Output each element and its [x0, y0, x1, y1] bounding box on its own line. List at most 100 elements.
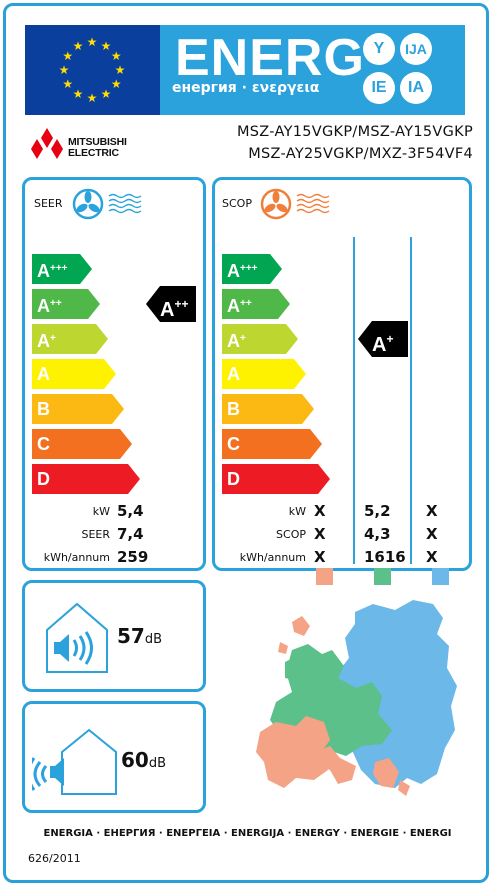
cooling-class-label: A++: [37, 289, 62, 321]
cooling-row-label: SEER: [81, 528, 110, 541]
eu-star-icon: ★: [73, 39, 84, 53]
heating-rating-label: A+: [372, 321, 393, 363]
cooling-class-plus: +: [50, 333, 56, 344]
zone-divider-1: [353, 237, 355, 564]
eu-star-icon: ★: [62, 77, 73, 91]
outdoor-unit-speaker-icon: [32, 728, 117, 795]
heating-row-value: X: [314, 548, 326, 566]
cooling-class-label: A+++: [37, 254, 68, 286]
heating-class-letter: D: [227, 469, 240, 489]
heating-row-value: 5,2: [364, 502, 391, 520]
eu-star-icon: ★: [101, 87, 112, 101]
brand-name: MITSUBISHI ELECTRIC: [68, 137, 127, 159]
eu-stars-icon: ★ ★★★★★★★★★★★: [59, 35, 126, 105]
heating-class-label: B: [227, 394, 240, 424]
heating-class-arrow: [222, 359, 306, 389]
heating-row-value: 1616: [364, 548, 406, 566]
heating-class-label: A+++: [227, 254, 258, 286]
brand-name-line2: ELECTRIC: [68, 147, 119, 159]
energy-label-frame: [3, 3, 489, 883]
cooling-class-letter: A: [37, 296, 50, 316]
heating-class-plus: ++: [240, 298, 252, 309]
cooling-fan-icon: [72, 188, 142, 220]
heating-class-letter: A: [227, 261, 240, 281]
cooling-class-plus: +++: [50, 263, 68, 274]
cooling-row-value: 7,4: [117, 525, 144, 543]
cooling-rating-arrow: [146, 286, 196, 322]
outdoor-db-unit: dB: [148, 756, 167, 771]
cooling-class-arrow: [32, 394, 124, 424]
cooling-class-arrow: [32, 254, 92, 284]
cooling-class-label: B: [37, 394, 50, 424]
cooling-class-arrow: [32, 464, 140, 494]
energy-title: ENERG: [175, 29, 365, 87]
eu-star-icon: ★: [115, 63, 126, 77]
footer-languages: ENERGIA · ЕНЕРГИЯ · ΕΝΕΡΓΕΙΑ · ENERGIJA …: [43, 828, 452, 839]
heating-class-arrow: [222, 289, 290, 319]
energy-subtitle: енергия · ενεργεια: [172, 80, 320, 96]
cooling-class-plus: ++: [50, 298, 62, 309]
cooling-panel: [22, 177, 206, 571]
indoor-db-number: 57: [117, 624, 145, 648]
indoor-unit-speaker-icon: [46, 602, 108, 673]
indoor-noise-panel: [22, 580, 206, 692]
eu-star-icon: ★: [59, 63, 70, 77]
heating-class-arrow: [222, 429, 322, 459]
heating-class-label: A: [227, 359, 240, 389]
eu-star-icon: ★: [73, 87, 84, 101]
eu-star-icon: ★: [111, 49, 122, 63]
suffix-ia: IA: [400, 72, 432, 104]
cooling-class-label: C: [37, 429, 50, 459]
cooling-class-label: A: [37, 359, 50, 389]
heating-class-label: A++: [227, 289, 252, 321]
zone-divider-2: [410, 237, 412, 564]
heating-rating-plus: +: [386, 332, 394, 346]
cooling-class-arrow: [32, 324, 108, 354]
heating-row-value: 4,3: [364, 525, 391, 543]
heating-row-label: SCOP: [276, 528, 306, 541]
brand-name-line1: MITSUBISHI: [68, 136, 127, 148]
suffix-ija: IJA: [400, 33, 432, 65]
cooling-class-arrow: [32, 359, 116, 389]
heating-row-value: X: [426, 548, 438, 566]
heating-class-plus: +++: [240, 263, 258, 274]
cooling-row-label: kW: [92, 505, 110, 518]
heating-panel: [212, 177, 472, 571]
cooling-class-arrow: [32, 429, 132, 459]
heating-class-letter: A: [227, 331, 240, 351]
cooling-rating-plus: ++: [174, 297, 189, 311]
heating-row-value: X: [426, 502, 438, 520]
cooling-class-letter: D: [37, 469, 50, 489]
heating-row-label: kW: [288, 505, 306, 518]
cooling-rating-letter: A: [160, 299, 175, 321]
suffix-y: Y: [363, 33, 395, 65]
cooling-class-letter: B: [37, 399, 50, 419]
zone-swatch-warmer: [316, 568, 333, 585]
heating-row-value: X: [426, 525, 438, 543]
cooling-class-arrow: [32, 289, 100, 319]
cooling-class-letter: A: [37, 331, 50, 351]
cooling-class-letter: C: [37, 434, 50, 454]
outdoor-db-number: 60: [121, 748, 149, 772]
model-line-1: MSZ-AY15VGKP/MSZ-AY15VGKP: [236, 124, 473, 140]
regulation-number: 626/2011: [28, 852, 81, 865]
eu-star-icon: ★: [87, 91, 98, 105]
eu-star-icon: ★: [111, 77, 122, 91]
eu-star-icon: ★: [87, 35, 98, 49]
zone-swatch-average: [374, 568, 391, 585]
indoor-db-unit: dB: [144, 632, 163, 647]
heating-row-label: kWh/annum: [239, 551, 306, 564]
zone-swatch-colder: [432, 568, 449, 585]
outdoor-noise-panel: [22, 701, 206, 813]
heating-row-value: X: [314, 525, 326, 543]
model-line-2: MSZ-AY25VGKP/MXZ-3F54VF4: [248, 146, 473, 162]
cooling-rating-label: A++: [160, 286, 188, 328]
outdoor-noise-value: 60dB: [121, 748, 166, 772]
cooling-row-value: 259: [117, 548, 149, 566]
scop-title: SCOP: [222, 197, 252, 210]
cooling-class-label: A+: [37, 324, 56, 356]
indoor-noise-value: 57dB: [117, 624, 162, 648]
heating-class-letter: B: [227, 399, 240, 419]
heating-fan-icon: [260, 188, 330, 220]
suffix-ie: IE: [363, 72, 395, 104]
